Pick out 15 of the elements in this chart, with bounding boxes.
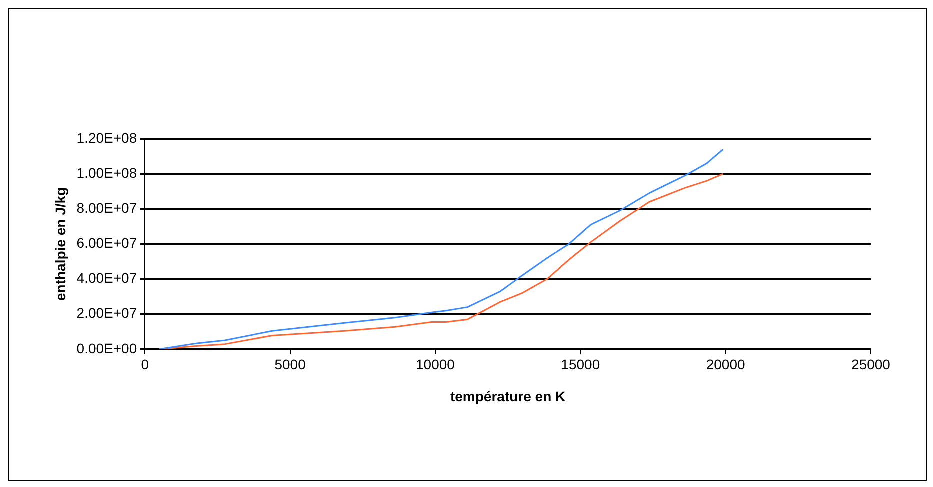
x-tick-label: 20000 [706,356,746,373]
y-tick-label: 1.00E+08 [76,164,138,181]
y-tick-label: 2.00E+07 [76,305,138,322]
x-tick-label: 5000 [274,356,306,373]
y-tick-label: 0.00E+00 [76,340,138,356]
y-tick-label: 4.00E+07 [76,270,138,286]
x-axis-title: température en K [450,388,566,404]
y-axis-title: enthalpie en J/kg [52,187,68,301]
x-tick-label: 10000 [416,356,456,373]
y-tick-label: 8.00E+07 [76,200,138,216]
x-tick-label: 15000 [561,356,600,373]
y-tick-label: 6.00E+07 [76,235,138,252]
x-tick-label: 0 [141,356,150,373]
y-tick-label: 1.20E+08 [76,130,138,146]
x-tick-label: 25000 [852,356,891,373]
